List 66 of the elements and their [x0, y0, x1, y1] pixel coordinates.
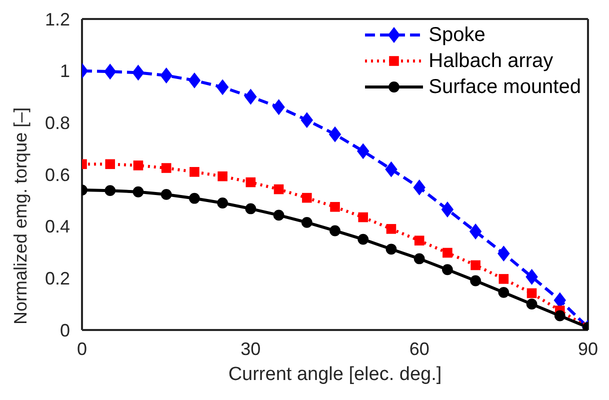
point	[272, 99, 285, 115]
point	[105, 159, 116, 170]
point	[441, 202, 454, 218]
y-axis-title: Normalized emg. torque [–]	[10, 107, 30, 324]
point	[329, 126, 341, 142]
point	[554, 310, 566, 322]
point	[245, 203, 256, 214]
point	[498, 274, 509, 284]
point	[160, 68, 172, 84]
point	[470, 260, 480, 270]
point	[498, 286, 510, 298]
x-tick-label: 90	[578, 338, 598, 359]
point	[526, 298, 538, 310]
point	[161, 163, 172, 173]
legend-label: Spoke	[428, 24, 486, 46]
point	[301, 216, 312, 228]
point	[330, 225, 340, 236]
point	[133, 160, 144, 170]
point	[132, 65, 144, 80]
legend-label: Halbach array	[428, 50, 554, 72]
point	[132, 186, 144, 198]
point	[442, 248, 452, 258]
y-tick-label: 0.4	[44, 216, 70, 237]
y-tick-label: 0	[60, 320, 70, 340]
point	[160, 189, 172, 200]
x-axis-title: Current angle [elec. deg.]	[228, 364, 442, 385]
point	[190, 167, 200, 177]
point	[300, 112, 313, 128]
point	[188, 72, 200, 88]
point	[386, 244, 397, 255]
y-tick-label: 1.2	[44, 9, 70, 30]
point	[414, 236, 424, 246]
point	[442, 264, 453, 276]
point	[104, 185, 116, 196]
point	[526, 269, 538, 285]
legend-label: Surface mounted	[428, 76, 581, 98]
point	[218, 171, 228, 182]
point	[470, 275, 482, 286]
point	[330, 202, 340, 212]
point	[302, 192, 312, 203]
point	[358, 234, 369, 245]
point	[217, 198, 228, 208]
point	[414, 253, 425, 264]
point	[385, 162, 398, 177]
x-tick-label: 30	[240, 338, 261, 359]
x-tick-label: 0	[76, 338, 88, 359]
y-tick-label: 0.2	[44, 268, 70, 289]
point	[246, 177, 256, 188]
point	[386, 224, 396, 234]
point	[273, 210, 284, 221]
point	[244, 89, 257, 104]
point	[357, 144, 370, 159]
point	[104, 64, 116, 80]
x-tick-label: 60	[409, 338, 430, 359]
point	[470, 224, 482, 240]
point	[413, 180, 426, 196]
y-tick-label: 0.8	[44, 113, 70, 134]
point	[216, 80, 229, 95]
point	[554, 292, 566, 308]
point	[358, 212, 368, 222]
y-tick-label: 1	[60, 61, 70, 82]
point	[498, 246, 510, 262]
point	[188, 192, 200, 204]
y-tick-label: 0.6	[44, 164, 70, 185]
point	[526, 288, 537, 298]
point	[274, 184, 284, 194]
